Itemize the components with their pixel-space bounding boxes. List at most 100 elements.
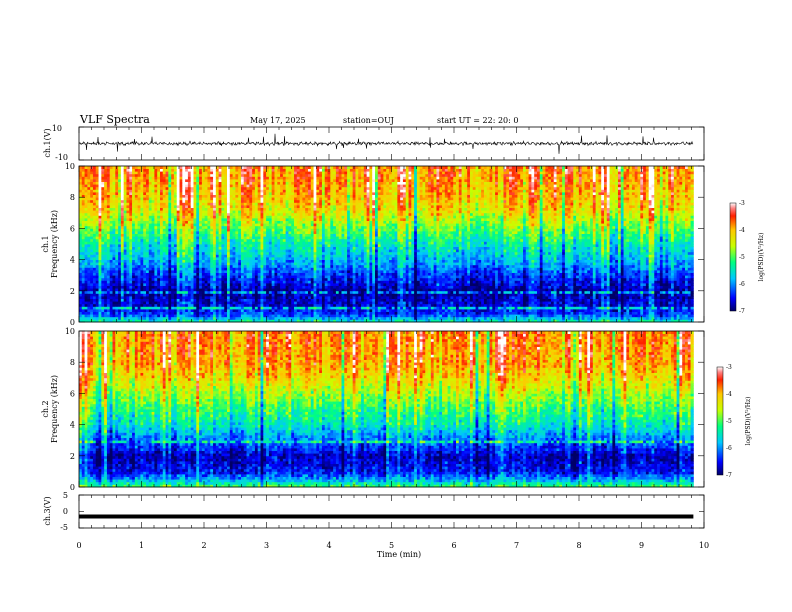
spectrogram-cell	[205, 218, 208, 221]
spectrogram-cell	[291, 286, 294, 289]
spectrogram-cell	[143, 234, 146, 237]
spectrogram-cell	[196, 270, 199, 273]
spectrogram-cell	[302, 301, 305, 304]
spectrogram-cell	[185, 182, 188, 185]
spectrogram-cell	[140, 221, 143, 224]
spectrogram-cell	[188, 202, 191, 205]
spectrogram-cell	[160, 262, 163, 265]
spectrogram-cell	[227, 257, 230, 260]
spectrogram-cell	[261, 231, 264, 234]
spectrogram-cell	[294, 306, 297, 309]
spectrogram-cell	[135, 252, 138, 255]
spectrogram-cell	[280, 270, 283, 273]
spectrogram-cell	[272, 252, 275, 255]
spectrogram-cell	[230, 169, 233, 172]
spectrogram-cell	[113, 205, 116, 208]
spectrogram-cell	[177, 210, 180, 213]
spectrogram-cell	[258, 280, 261, 283]
spectrogram-cell	[300, 278, 303, 281]
spectrogram-cell	[188, 283, 191, 286]
spectrogram-cell	[266, 189, 269, 192]
spectrogram-cell	[110, 197, 113, 200]
spectrogram-cell	[207, 293, 210, 296]
spectrogram-cell	[196, 299, 199, 302]
spectrogram-cell	[305, 267, 308, 270]
spectrogram-cell	[140, 174, 143, 177]
spectrogram-cell	[132, 247, 135, 250]
spectrogram-cell	[247, 202, 250, 205]
spectrogram-cell	[90, 260, 93, 263]
spectrogram-cell	[157, 195, 160, 198]
spectrogram-cell	[166, 254, 169, 257]
spectrogram-cell	[288, 252, 291, 255]
spectrogram-cell	[177, 254, 180, 257]
spectrogram-cell	[277, 189, 280, 192]
spectrogram-cell	[191, 306, 194, 309]
spectrogram-cell	[154, 171, 157, 174]
spectrogram-cell	[124, 291, 127, 294]
spectrogram-cell	[261, 288, 264, 291]
spectrogram-cell	[146, 306, 149, 309]
spectrogram-cell	[241, 278, 244, 281]
spectrogram-cell	[185, 252, 188, 255]
spectrogram-cell	[277, 296, 280, 299]
spectrogram-cell	[249, 171, 252, 174]
spectrogram-cell	[294, 267, 297, 270]
spectrogram-cell	[261, 278, 264, 281]
spectrogram-cell	[185, 293, 188, 296]
spectrogram-cell	[166, 275, 169, 278]
spectrogram-cell	[82, 184, 85, 187]
spectrogram-cell	[174, 306, 177, 309]
spectrogram-cell	[227, 249, 230, 252]
spectrogram-cell	[202, 197, 205, 200]
spectrogram-cell	[85, 252, 88, 255]
spectrogram-cell	[135, 314, 138, 317]
spectrogram-cell	[277, 257, 280, 260]
spectrogram-cell	[90, 174, 93, 177]
spectrogram-cell	[272, 202, 275, 205]
spectrogram-cell	[79, 280, 82, 283]
spectrogram-cell	[107, 228, 110, 231]
spectrogram-cell	[140, 192, 143, 195]
spectrogram-cell	[85, 249, 88, 252]
spectrogram-cell	[272, 187, 275, 190]
spectrogram-cell	[269, 228, 272, 231]
spectrogram-cell	[294, 314, 297, 317]
spectrogram-cell	[132, 262, 135, 265]
spectrogram-cell	[96, 223, 99, 226]
spectrogram-cell	[263, 262, 266, 265]
spectrogram-cell	[124, 247, 127, 250]
spectrogram-cell	[233, 197, 236, 200]
spectrogram-cell	[266, 239, 269, 242]
spectrogram-cell	[305, 241, 308, 244]
spectrogram-cell	[199, 244, 202, 247]
spectrogram-cell	[174, 291, 177, 294]
spectrogram-cell	[174, 189, 177, 192]
spectrogram-cell	[241, 215, 244, 218]
spectrogram-cell	[280, 192, 283, 195]
spectrogram-cell	[180, 208, 183, 211]
spectrogram-cell	[196, 166, 199, 169]
spectrogram-cell	[272, 182, 275, 185]
spectrogram-cell	[121, 247, 124, 250]
spectrogram-cell	[269, 249, 272, 252]
spectrogram-cell	[291, 296, 294, 299]
spectrogram-cell	[85, 176, 88, 179]
spectrogram-cell	[230, 309, 233, 312]
spectrogram-cell	[247, 304, 250, 307]
spectrogram-cell	[210, 234, 213, 237]
spectrogram-cell	[291, 252, 294, 255]
spectrogram-cell	[294, 213, 297, 216]
spectrogram-cell	[221, 257, 224, 260]
spectrogram-cell	[171, 314, 174, 317]
spectrogram-cell	[154, 231, 157, 234]
spectrogram-cell	[283, 286, 286, 289]
spectrogram-cell	[261, 187, 264, 190]
spectrogram-cell	[216, 202, 219, 205]
spectrogram-cell	[252, 309, 255, 312]
spectrogram-cell	[79, 296, 82, 299]
spectrogram-cell	[202, 169, 205, 172]
spectrogram-cell	[249, 257, 252, 260]
spectrogram-cell	[135, 184, 138, 187]
spectrogram-cell	[280, 267, 283, 270]
